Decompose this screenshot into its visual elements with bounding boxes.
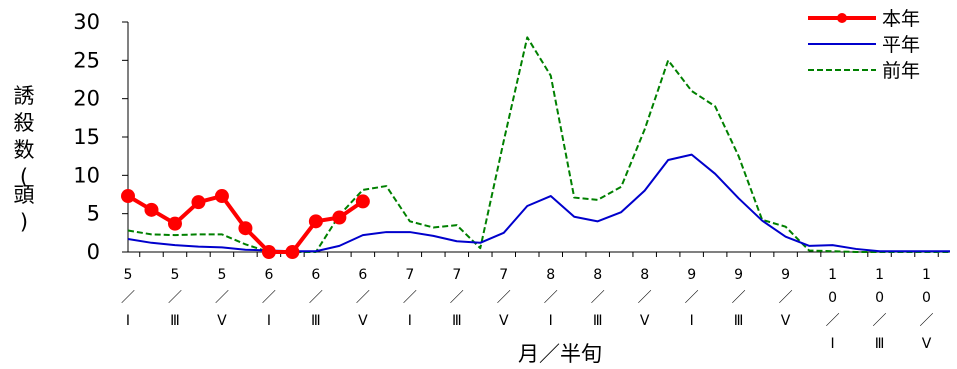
x-tick-label: 7 ／ Ⅰ [403,267,417,329]
series-point [261,245,276,259]
series-point [332,210,347,225]
series-point [214,189,229,204]
series-point [167,216,182,231]
y-tick-label: 15 [73,125,100,149]
series-point [121,189,135,204]
legend-label-2: 平年 [882,34,920,56]
series-point [238,221,253,236]
x-tick-label: 5 ／ Ⅲ [168,267,182,329]
series-point [355,194,370,209]
x-tick-label: 8 ／ Ⅰ [544,267,558,329]
y-tick-label: 5 [87,202,100,226]
x-tick-label: 6 ／ Ⅰ [262,267,276,329]
series-layer [121,36,950,259]
x-tick-label: 1 0 ／ Ⅴ [920,267,934,352]
x-axis-title: 月／半旬 [518,342,602,366]
x-tick-label: 9 ／ Ⅴ [779,267,793,329]
x-tick-label: 5 ／ Ⅴ [215,267,229,329]
x-tick-label: 7 ／ Ⅴ [497,267,511,329]
series-point [191,195,206,210]
y-tick-label: 25 [73,48,100,72]
x-tick-label: 6 ／ Ⅴ [356,267,370,329]
y-tick-label: 10 [73,163,100,187]
x-tick-label: 5 ／ Ⅰ [121,267,135,329]
series-point [144,202,159,217]
x-tick-label: 9 ／ Ⅰ [685,267,699,329]
x-tick-label: 6 ／ Ⅲ [309,267,323,329]
y-axis-title: 誘殺数(頭) [14,84,35,234]
x-tick-label: 7 ／ Ⅲ [450,267,464,329]
series-point [308,214,323,229]
x-axis-ticks: 5 ／ Ⅰ 5 ／ Ⅲ 5 ／ Ⅴ 6 ／ Ⅰ 6 ／ Ⅲ 6 ／ Ⅴ 7 ／ Ⅰ 7 ／ Ⅲ 7 ／ Ⅴ 8 ／ Ⅰ 8 ／ Ⅲ 8 ／ Ⅴ 9 ／ Ⅰ 9… [121,252,939,352]
legend-label-3: 前年 [882,60,920,82]
y-tick-label: 0 [87,240,100,264]
x-tick-label: 1 0 ／ Ⅲ [873,267,887,352]
x-tick-label: 1 0 ／ Ⅰ [826,267,840,352]
x-tick-label: 8 ／ Ⅴ [638,267,652,329]
y-tick-label: 30 [73,10,100,34]
legend-marker [837,13,847,23]
y-axis-ticks: 0 5 10 15 20 25 30 [73,10,128,264]
legend-label-1: 本年 [882,8,920,30]
x-tick-label: 9 ／ Ⅲ [732,267,746,329]
y-tick-label: 20 [73,87,100,111]
series-point [285,245,300,259]
x-tick-label: 8 ／ Ⅲ [591,267,605,329]
